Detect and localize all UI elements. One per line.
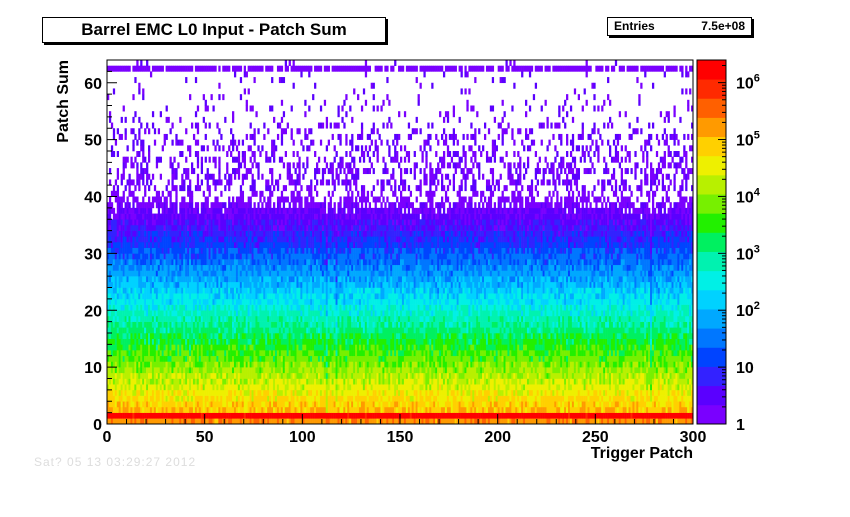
y-tick-label: 10 bbox=[84, 360, 102, 377]
x-tick-label: 300 bbox=[680, 429, 707, 446]
color-bar-segment bbox=[697, 60, 726, 80]
y-tick-label: 30 bbox=[84, 246, 102, 263]
y-axis-label: Patch Sum bbox=[55, 60, 72, 143]
heatmap-cells bbox=[107, 60, 694, 425]
color-bar-frame bbox=[696, 59, 727, 425]
x-tick-label: 150 bbox=[387, 429, 414, 446]
stats-value: 7.5e+08 bbox=[701, 19, 745, 33]
y-tick-label: 20 bbox=[84, 303, 102, 320]
color-bar-segment bbox=[697, 328, 726, 348]
color-bar-segment bbox=[697, 309, 726, 329]
color-bar-segment bbox=[697, 270, 726, 291]
z-tick-label: 105 bbox=[736, 130, 760, 150]
x-tick-label: 50 bbox=[196, 429, 214, 446]
color-bar-segment bbox=[697, 289, 726, 310]
x-tick-label: 100 bbox=[289, 429, 316, 446]
z-tick-label: 10 bbox=[736, 360, 754, 377]
x-tick-label: 200 bbox=[484, 429, 511, 446]
color-bar bbox=[697, 60, 726, 425]
chart-title: Barrel EMC L0 Input - Patch Sum bbox=[42, 17, 386, 43]
timestamp-footer: Sat? 05 13 03:29:27 2012 bbox=[34, 455, 197, 469]
y-tick-label: 50 bbox=[84, 133, 102, 150]
color-bar-segment bbox=[697, 155, 726, 176]
x-axis-label: Trigger Patch bbox=[591, 445, 693, 462]
color-bar-segment bbox=[697, 232, 726, 252]
x-tick-label: 0 bbox=[103, 429, 112, 446]
color-bar-segment bbox=[697, 366, 726, 387]
color-bar-segment bbox=[697, 213, 726, 233]
color-bar-segment bbox=[697, 194, 726, 214]
y-tick-label: 0 bbox=[93, 417, 102, 434]
color-bar-segment bbox=[697, 347, 726, 367]
color-bar-segment bbox=[697, 174, 726, 195]
z-tick-label: 102 bbox=[736, 300, 760, 320]
color-bar-segment bbox=[697, 117, 726, 138]
z-tick-label: 104 bbox=[736, 186, 761, 206]
x-tick-label: 250 bbox=[582, 429, 609, 446]
z-tick-label: 1 bbox=[736, 417, 745, 434]
z-tick-label: 106 bbox=[736, 73, 760, 93]
z-tick-label: 103 bbox=[736, 243, 760, 263]
color-bar-segment bbox=[697, 385, 726, 406]
y-tick-label: 60 bbox=[84, 76, 102, 93]
color-bar-segment bbox=[697, 79, 726, 99]
stats-box: Entries 7.5e+08 bbox=[607, 17, 752, 36]
y-tick-label: 40 bbox=[84, 190, 102, 207]
color-bar-segment bbox=[697, 251, 726, 272]
color-bar-segment bbox=[697, 404, 726, 425]
color-bar-segment bbox=[697, 136, 726, 157]
stats-label: Entries bbox=[614, 19, 655, 33]
color-bar-segment bbox=[697, 98, 726, 118]
